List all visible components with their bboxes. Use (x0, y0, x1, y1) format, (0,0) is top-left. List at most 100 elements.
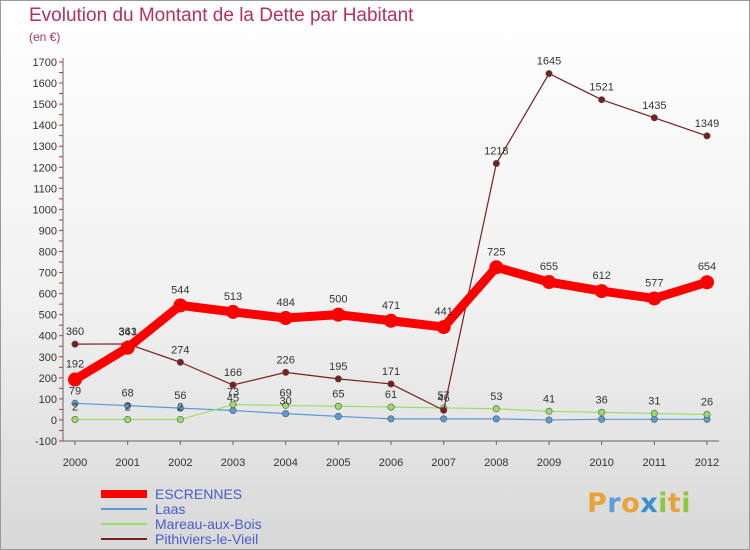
data-point (387, 403, 395, 411)
data-point (492, 415, 500, 423)
data-label: 26 (701, 396, 713, 408)
logo-letter: x (640, 488, 659, 519)
data-label: 612 (592, 270, 610, 282)
data-point (176, 404, 184, 412)
y-tick-label: 500 (39, 310, 57, 322)
data-point (229, 401, 237, 409)
legend-label: Mareau-aux-Bois (155, 516, 262, 532)
x-tick-label: 2006 (379, 457, 403, 469)
data-point (598, 96, 606, 104)
data-point (387, 380, 395, 388)
data-point (594, 284, 609, 299)
data-point (440, 415, 448, 423)
data-point (384, 313, 398, 328)
data-label: 166 (224, 367, 242, 379)
logo-letter: o (621, 488, 641, 519)
data-label: 30 (280, 396, 292, 408)
data-point (334, 375, 342, 383)
series-line-pithiviers-le-vieil (74, 72, 708, 411)
data-point (647, 291, 662, 306)
legend-label: Laas (155, 501, 185, 517)
data-label: 2 (177, 402, 183, 414)
data-point (545, 407, 553, 415)
data-label: 484 (276, 297, 294, 309)
data-label: 56 (174, 390, 186, 402)
data-label: 2 (125, 402, 131, 414)
x-tick-label: 2010 (589, 457, 613, 469)
data-label: 544 (171, 284, 189, 296)
data-point (120, 340, 135, 355)
data-point (650, 114, 658, 122)
data-label: 655 (540, 261, 558, 273)
y-tick-label: 900 (39, 225, 57, 237)
data-point (700, 275, 714, 290)
proxiti-logo: Proxiti (587, 488, 691, 519)
y-tick-label: 1700 (33, 57, 57, 69)
data-label: 195 (329, 361, 347, 373)
data-label: 171 (382, 366, 400, 378)
data-label: 192 (66, 359, 84, 371)
data-label: 45 (227, 392, 239, 404)
x-tick-label: 2009 (537, 457, 561, 469)
chart-subtitle: (en €) (29, 30, 61, 44)
data-point (278, 311, 293, 326)
data-point (68, 372, 82, 387)
data-label: 513 (224, 291, 242, 303)
data-label: 57 (438, 390, 450, 402)
data-point (545, 416, 553, 424)
logo-letter: P (587, 488, 608, 519)
x-tick-label: 2003 (221, 457, 245, 469)
y-tick-label: 1200 (33, 162, 57, 174)
data-point (703, 410, 711, 418)
data-label: 61 (385, 389, 397, 401)
data-label: 53 (490, 391, 502, 403)
x-tick-label: 2008 (484, 457, 508, 469)
data-point (650, 409, 658, 417)
y-tick-label: 1000 (33, 204, 57, 216)
data-label: 36 (596, 394, 608, 406)
x-tick-label: 2000 (63, 457, 87, 469)
x-tick-label: 2011 (643, 457, 667, 469)
data-point (542, 275, 556, 290)
data-label: 1645 (537, 56, 561, 68)
y-tick-label: 600 (39, 289, 57, 301)
logo-letter: t (667, 488, 682, 519)
data-point (229, 406, 237, 414)
data-label: 46 (438, 392, 450, 404)
y-tick-label: 200 (39, 373, 57, 385)
data-point (173, 298, 188, 313)
y-tick-label: 100 (39, 394, 57, 406)
data-point (334, 412, 342, 420)
data-point (176, 416, 184, 424)
data-point (71, 399, 79, 407)
logo-letter: i (658, 488, 668, 519)
y-tick-label: 400 (39, 331, 57, 343)
data-point (124, 402, 132, 410)
data-point (703, 132, 711, 140)
data-point (229, 381, 237, 389)
y-tick-label: 0 (51, 415, 57, 427)
data-label: 654 (698, 261, 716, 273)
data-label: 2 (72, 402, 78, 414)
y-tick-label: 300 (39, 352, 57, 364)
data-label: 1521 (589, 82, 613, 94)
data-label: 1218 (484, 145, 508, 157)
data-label: 226 (276, 354, 294, 366)
legend-label: Pithiviers-le-Vieil (155, 531, 258, 547)
x-tick-label: 2001 (115, 457, 139, 469)
y-tick-label: 1300 (33, 141, 57, 153)
data-label: 1435 (642, 100, 666, 112)
data-point (282, 401, 290, 409)
data-label: 41 (543, 393, 555, 405)
data-point (334, 402, 342, 410)
data-label: 68 (122, 388, 134, 400)
data-point (598, 415, 606, 423)
data-point (440, 406, 448, 414)
data-point (282, 410, 290, 418)
data-label: 577 (645, 277, 663, 289)
y-tick-label: 700 (39, 268, 57, 280)
data-label: 31 (648, 395, 660, 407)
data-point (282, 368, 290, 376)
data-label: 69 (280, 387, 292, 399)
